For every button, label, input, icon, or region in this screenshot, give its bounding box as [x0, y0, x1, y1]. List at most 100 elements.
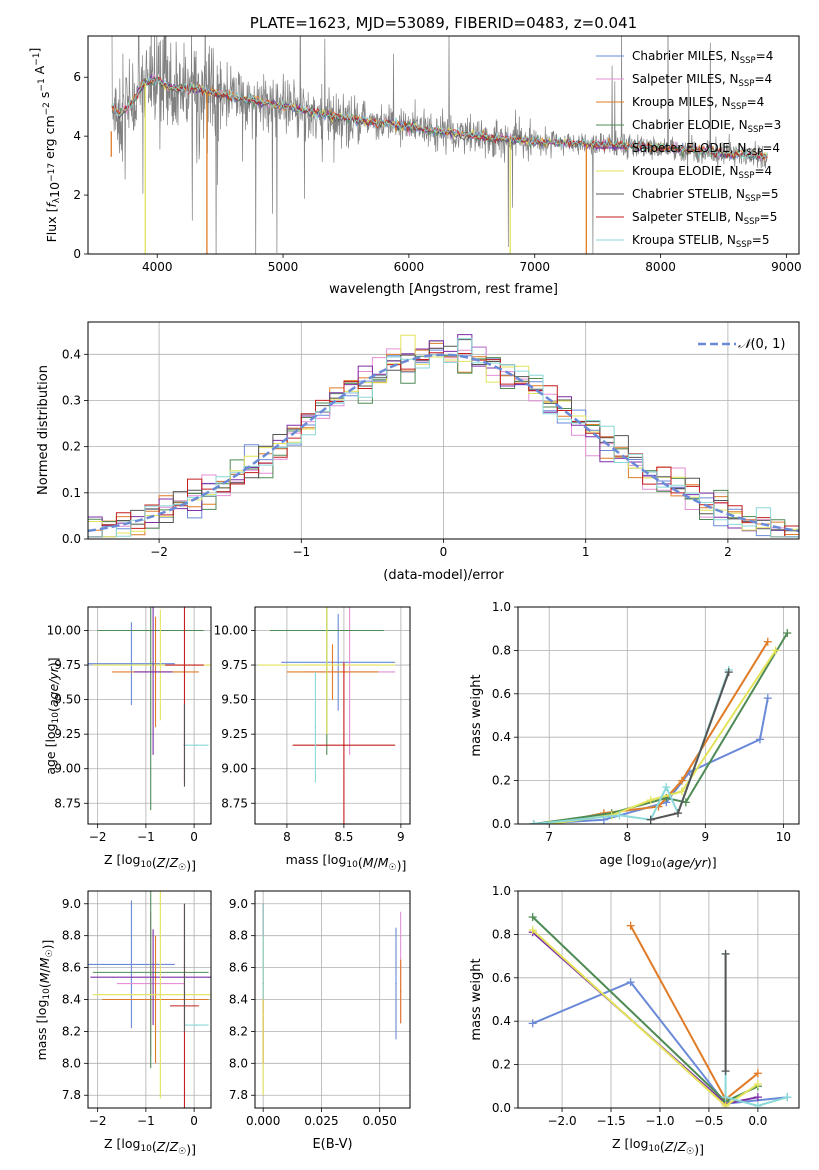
axes-frame — [254, 606, 411, 825]
y-tick-label: 2 — [73, 188, 81, 202]
label-part: Z — [677, 1139, 687, 1154]
plot-area-mass_vs_Z — [88, 891, 211, 1108]
x-tick-label: 6000 — [394, 260, 425, 274]
model-spectrum — [111, 75, 768, 161]
x-tick-label: 5000 — [268, 260, 299, 274]
label-part: )] — [186, 1142, 196, 1157]
plot-area-mass_vs_ebv — [255, 891, 410, 1108]
y-tick-label: 8.75 — [54, 796, 81, 810]
y-tick-label: 0 — [73, 247, 81, 261]
x-axis-label: (data-model)/error — [383, 568, 504, 583]
errorbar-center — [395, 982, 397, 985]
label-part: erg cm — [42, 115, 57, 163]
y-tick-label: 0.1 — [62, 486, 81, 500]
label-part: ( — [152, 855, 157, 870]
label-part: ( — [46, 707, 61, 712]
label-part: A — [32, 65, 47, 78]
x-tick-label: −2 — [89, 1114, 107, 1128]
legend-nssp: =5 — [760, 210, 778, 224]
plot-area-age_vs_mass — [255, 607, 410, 824]
axes-frame — [87, 35, 800, 255]
label-part: age/yr — [46, 666, 61, 707]
label-part: age [log — [43, 723, 58, 774]
x-tick-label: 8000 — [645, 260, 676, 274]
weight-line — [629, 925, 759, 1101]
label-part: Z — [169, 855, 179, 870]
x-tick-label: −1.5 — [596, 1114, 625, 1128]
y-tick-label: 8.75 — [221, 796, 248, 810]
axes-frame — [87, 606, 212, 825]
x-tick-label: 0.050 — [363, 1114, 397, 1128]
legend-name: Salpeter MILES, N — [632, 72, 739, 86]
y-tick-label: 0.4 — [62, 347, 81, 361]
legend-subscript: SSP — [739, 79, 755, 89]
label-part: f — [44, 202, 59, 208]
legend-args: (0, 1) — [750, 337, 785, 352]
x-tick-label: 2 — [724, 545, 732, 559]
label-part: 10 — [51, 712, 61, 724]
y-tick-label: 0.6 — [492, 971, 511, 985]
label-part: / — [165, 855, 170, 870]
y-tick-label: 1.0 — [492, 600, 511, 614]
label-part: Z — [169, 1139, 179, 1154]
x-tick-label: 4000 — [142, 260, 173, 274]
legend-label: Kroupa MILES, NSSP=4 — [632, 95, 764, 112]
errorbar-center — [183, 966, 186, 969]
model-spectrum — [111, 75, 768, 161]
label-part: )] — [40, 940, 55, 950]
weight-line — [533, 697, 769, 824]
weight-line — [532, 929, 759, 1108]
legend-name: Kroupa ELODIE, N — [632, 164, 739, 178]
x-axis-label: E(B-V) — [312, 1137, 352, 1152]
legend-label: Salpeter MILES, NSSP=4 — [632, 72, 772, 89]
label-part: M — [37, 957, 52, 968]
label-part: ( — [358, 855, 363, 870]
label-part: λ — [52, 197, 62, 203]
errorbar-center — [154, 998, 157, 1001]
errorbar-center — [343, 744, 345, 747]
weight-line — [549, 641, 769, 824]
label-part: −17 — [47, 163, 57, 182]
x-axis-label: wavelength [Angstrom, rest frame] — [329, 282, 558, 297]
errorbar-center — [149, 629, 152, 632]
label-part: Z [log — [104, 1136, 140, 1151]
label-part: Z — [156, 855, 166, 870]
x-tick-label: 9 — [702, 830, 710, 844]
legend-subscript: SSP — [740, 56, 756, 66]
label-part: Z [log — [104, 852, 140, 867]
axis-label-Z: Z [log10(Z/Z☉)] — [104, 852, 196, 873]
weight-line — [532, 980, 788, 1105]
label-part: −1 — [37, 78, 47, 91]
label-part: / — [165, 1139, 170, 1154]
errorbar-center — [331, 671, 334, 673]
y-tick-label: 9.0 — [229, 897, 248, 911]
x-tick-label: 0.025 — [304, 1114, 338, 1128]
legend-nssp: =4 — [754, 72, 772, 86]
y-tick-label: 0.8 — [492, 643, 511, 657]
x-tick-label: −1 — [137, 1114, 155, 1128]
label-part: / — [37, 967, 52, 972]
label-part: 10 — [42, 988, 52, 1000]
x-tick-label: 8 — [283, 830, 291, 844]
errorbar-center — [314, 726, 317, 729]
x-tick-label: −1.0 — [645, 1114, 674, 1128]
weight-line — [533, 669, 730, 824]
errorbar-center — [152, 671, 154, 673]
label-part: Z — [156, 1139, 166, 1154]
x-tick-label: 0 — [440, 545, 448, 559]
legend-subscript: SSP — [745, 194, 761, 204]
label-part: )] — [397, 858, 407, 873]
errorbar-center — [159, 993, 162, 996]
legend-nssp: =5 — [761, 187, 779, 201]
label-part: ☉ — [178, 1147, 186, 1157]
legend-nssp: =4 — [747, 95, 765, 109]
errorbar-center — [130, 963, 133, 966]
legend-label: Kroupa STELIB, NSSP=5 — [632, 233, 770, 250]
label-part: 10 — [140, 860, 152, 870]
label-part: M — [363, 855, 374, 870]
plot-area-residuals — [88, 322, 799, 539]
label-part: ] — [27, 48, 42, 53]
legend-label: Chabrier MILES, NSSP=4 — [632, 49, 773, 66]
label-part: ☉ — [686, 1147, 694, 1157]
